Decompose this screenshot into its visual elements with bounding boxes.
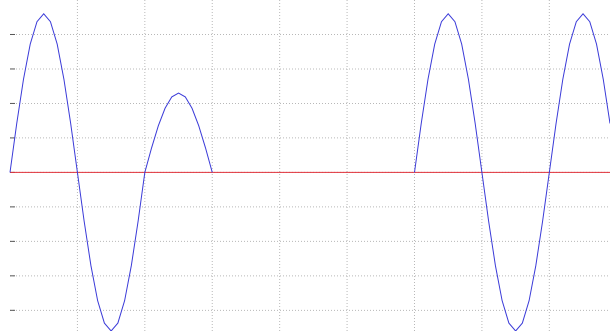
line-series: [9, 13, 610, 331]
